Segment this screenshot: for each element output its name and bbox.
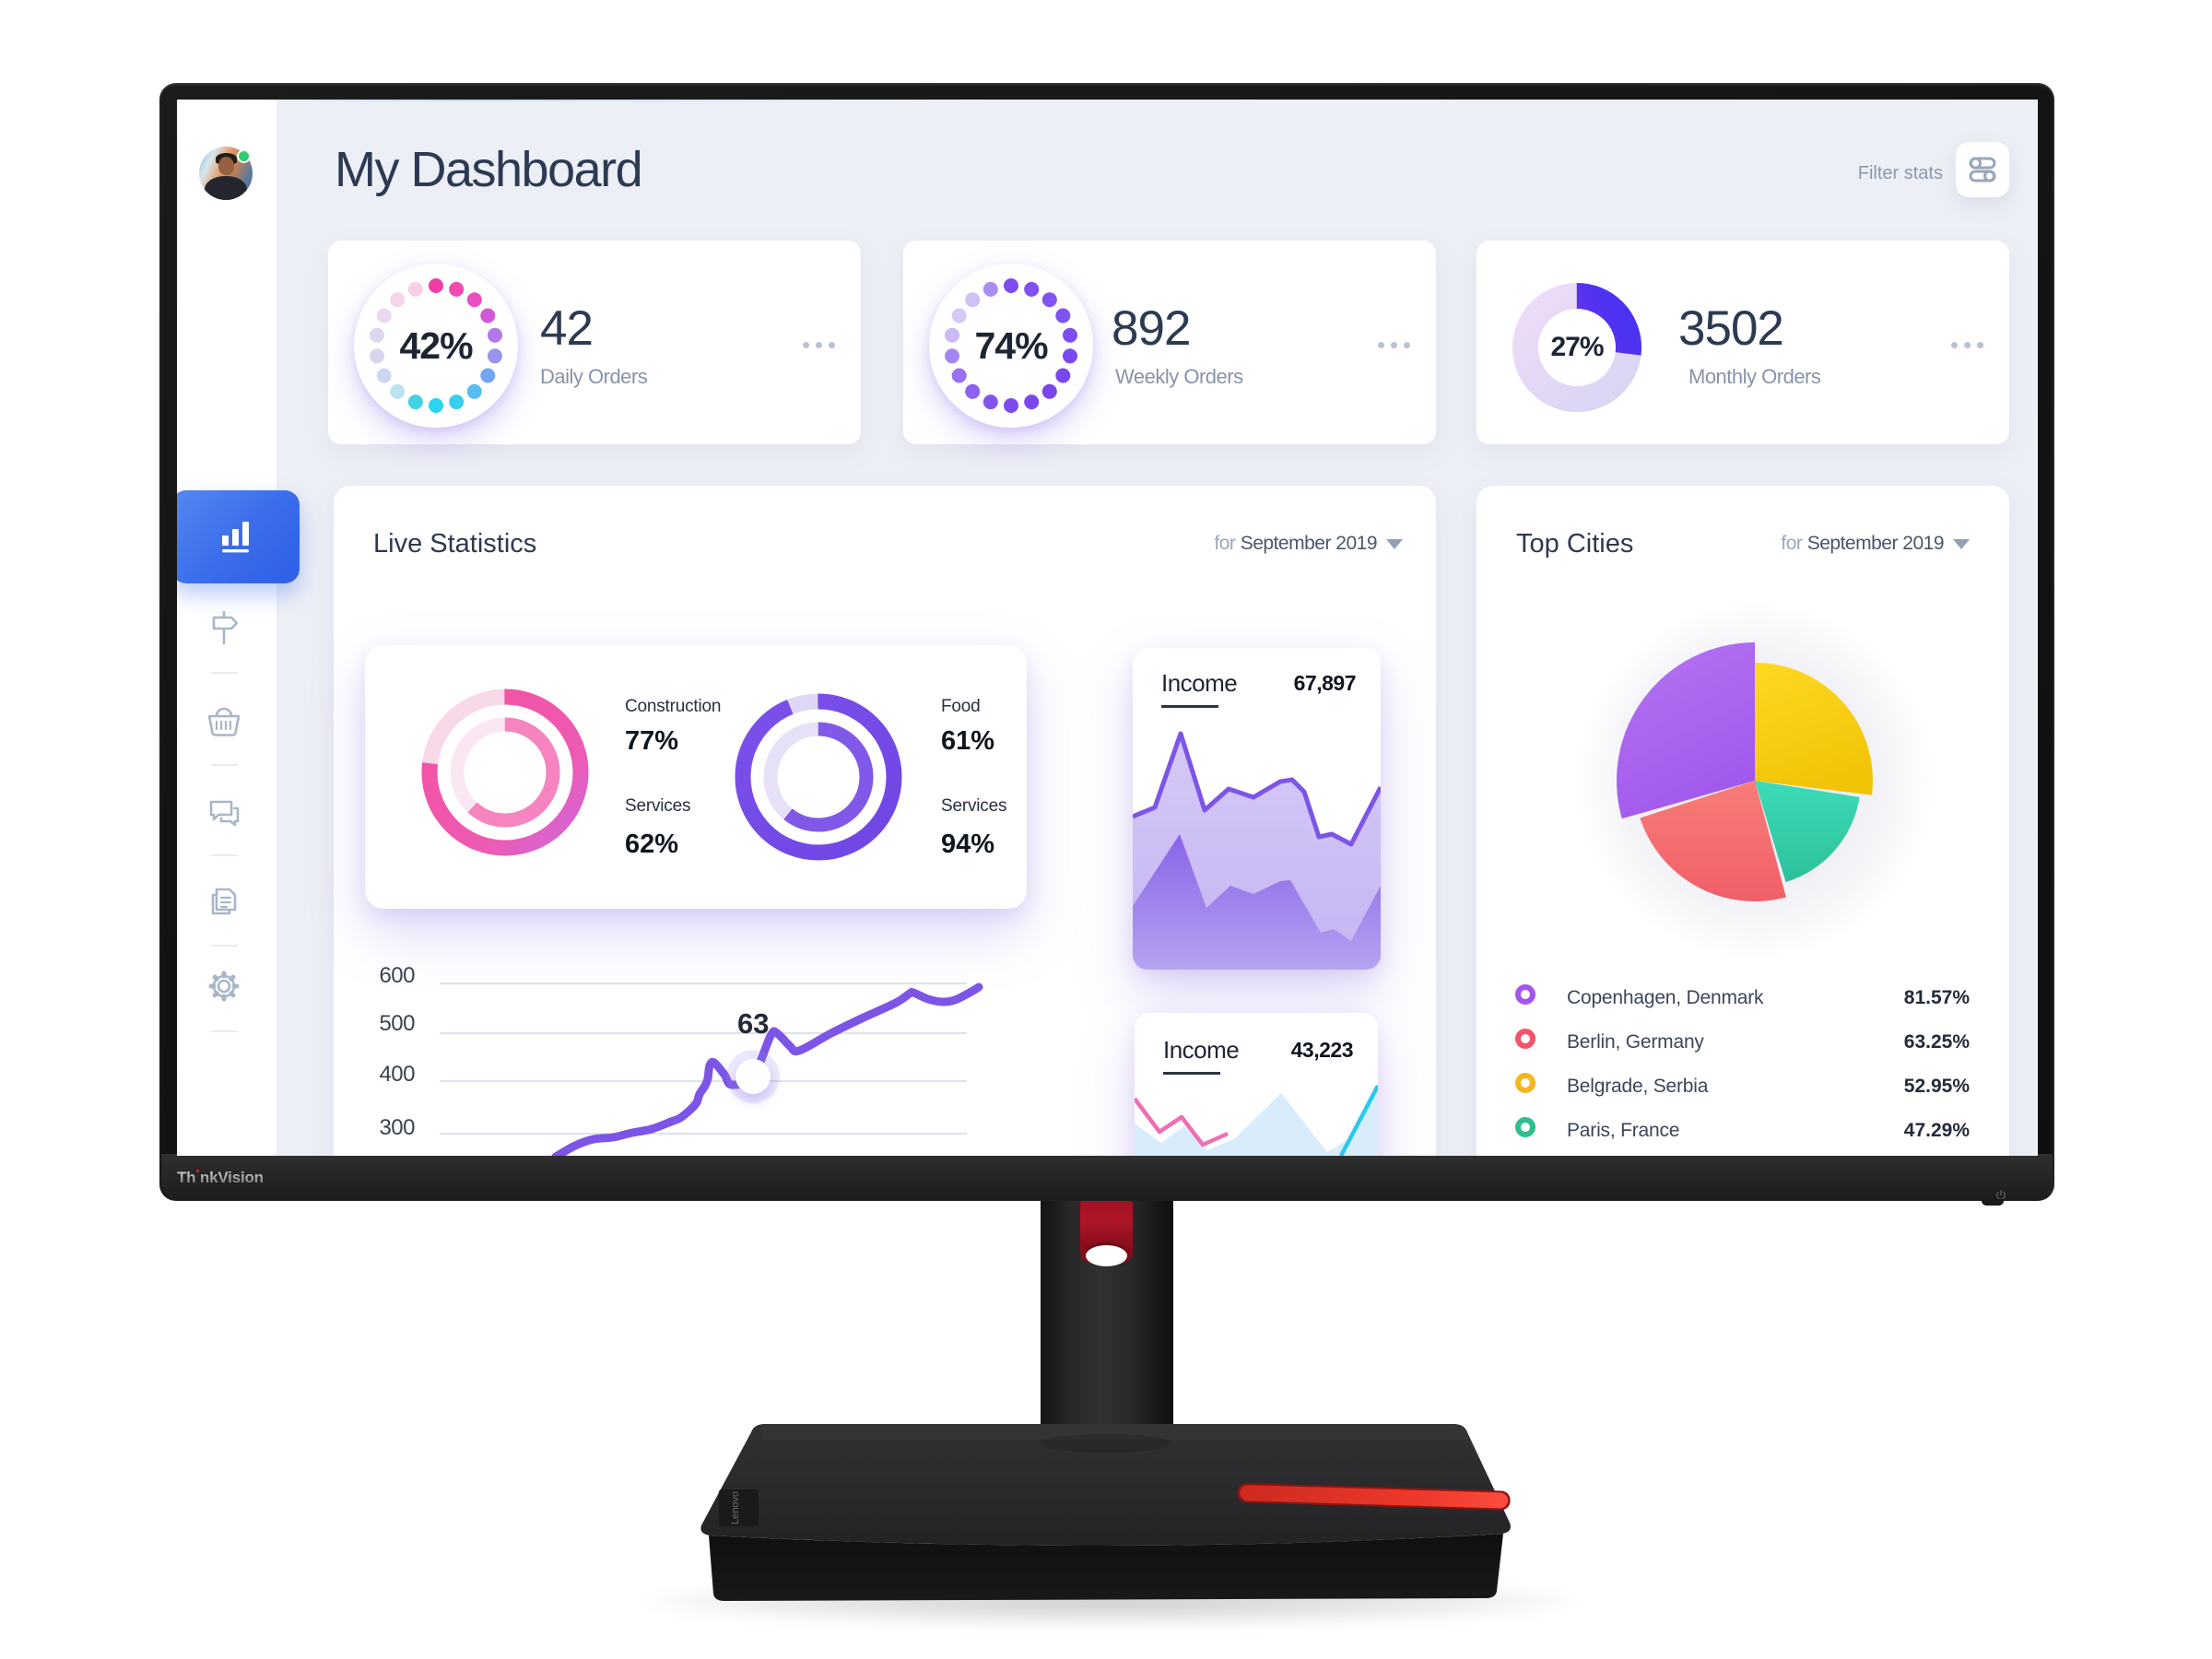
svg-text:Lenovo: Lenovo (730, 1491, 741, 1524)
